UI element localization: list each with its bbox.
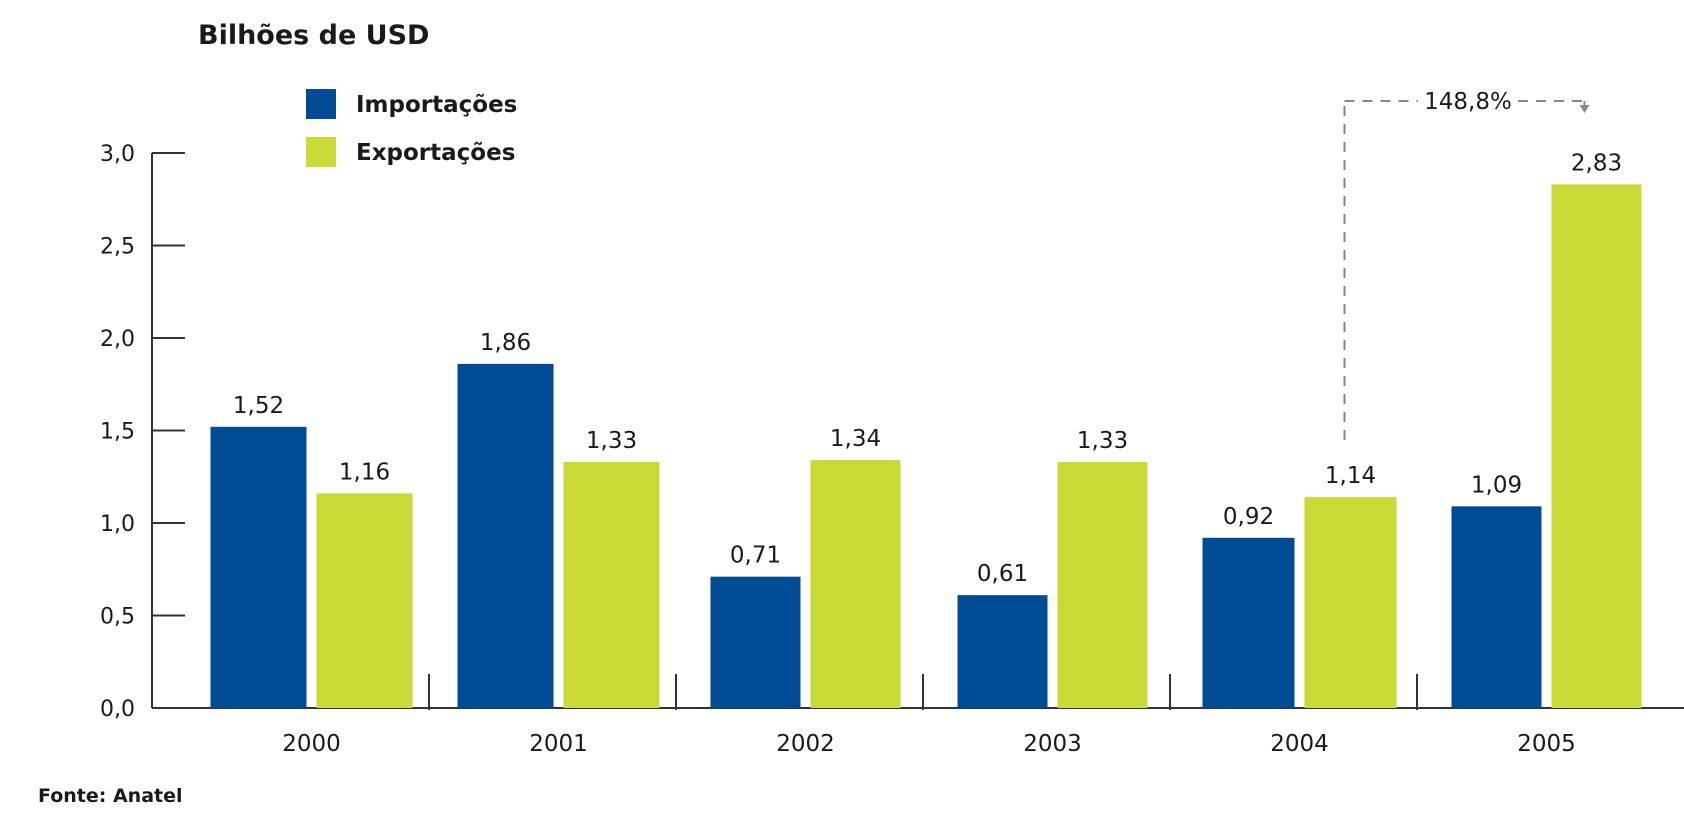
bar-importações-2004 — [1202, 537, 1295, 708]
data-label: 1,86 — [480, 330, 531, 356]
data-label: 1,09 — [1471, 472, 1522, 498]
y-tick-label: 0,0 — [100, 697, 135, 722]
x-tick-label: 2003 — [1023, 731, 1082, 757]
data-label: 0,92 — [1223, 504, 1274, 530]
data-label: 1,16 — [339, 459, 390, 485]
data-label: 1,33 — [586, 428, 637, 454]
y-tick-label: 0,5 — [100, 605, 135, 630]
legend-label-exportacoes: Exportações — [356, 140, 515, 166]
data-label: 2,83 — [1571, 150, 1622, 176]
data-label: 0,71 — [730, 543, 781, 569]
y-tick-label: 1,5 — [100, 420, 135, 445]
growth-annotation: 148,8% — [1343, 89, 1590, 440]
x-tick-label: 2002 — [776, 731, 835, 757]
bar-exportações-2003 — [1057, 461, 1148, 708]
source-note: Fonte: Anatel — [38, 785, 183, 807]
bar-importações-2001 — [457, 363, 554, 708]
bar-exportações-2000 — [316, 493, 413, 708]
annotation-arrow — [1579, 105, 1590, 113]
bars — [210, 184, 1642, 708]
data-label: 1,33 — [1077, 428, 1128, 454]
bar-importações-2005 — [1451, 506, 1542, 708]
y-tick-label: 2,0 — [100, 327, 135, 352]
bar-exportações-2005 — [1551, 184, 1642, 708]
bar-importações-2000 — [210, 426, 307, 708]
bar-exportações-2004 — [1304, 497, 1397, 708]
bar-exportações-2001 — [563, 461, 660, 708]
legend-swatch-importacoes — [306, 89, 336, 119]
y-tick-label: 2,5 — [100, 235, 135, 260]
axes: 0,0 0,5 1,0 1,5 2,0 2,5 3,0 2000 2001 2002 2003 200… — [100, 142, 1684, 757]
legend-label-importacoes: Importações — [356, 92, 517, 118]
bar-importações-2002 — [710, 576, 801, 708]
x-tick-label: 2001 — [529, 731, 588, 757]
legend: Importações Exportações — [306, 89, 517, 167]
legend-swatch-exportacoes — [306, 137, 336, 167]
y-tick-label: 1,0 — [100, 512, 135, 537]
unit-label: Bilhões de USD — [198, 20, 429, 51]
x-tick-label: 2004 — [1270, 731, 1329, 757]
data-label: 1,52 — [233, 393, 284, 419]
x-tick-label: 2000 — [282, 731, 341, 757]
bar-exportações-2002 — [810, 460, 901, 708]
bar-importações-2003 — [957, 595, 1048, 708]
data-label: 0,61 — [977, 561, 1028, 587]
data-label: 1,34 — [830, 426, 881, 452]
data-label: 1,14 — [1325, 463, 1376, 489]
annotation-label: 148,8% — [1424, 89, 1512, 115]
value-labels: 1,52 1,16 1,86 1,33 0,71 1,34 0,61 1,33 0,92 1,14… — [233, 150, 1622, 587]
y-tick-label: 3,0 — [100, 142, 135, 167]
x-tick-label: 2005 — [1517, 731, 1576, 757]
